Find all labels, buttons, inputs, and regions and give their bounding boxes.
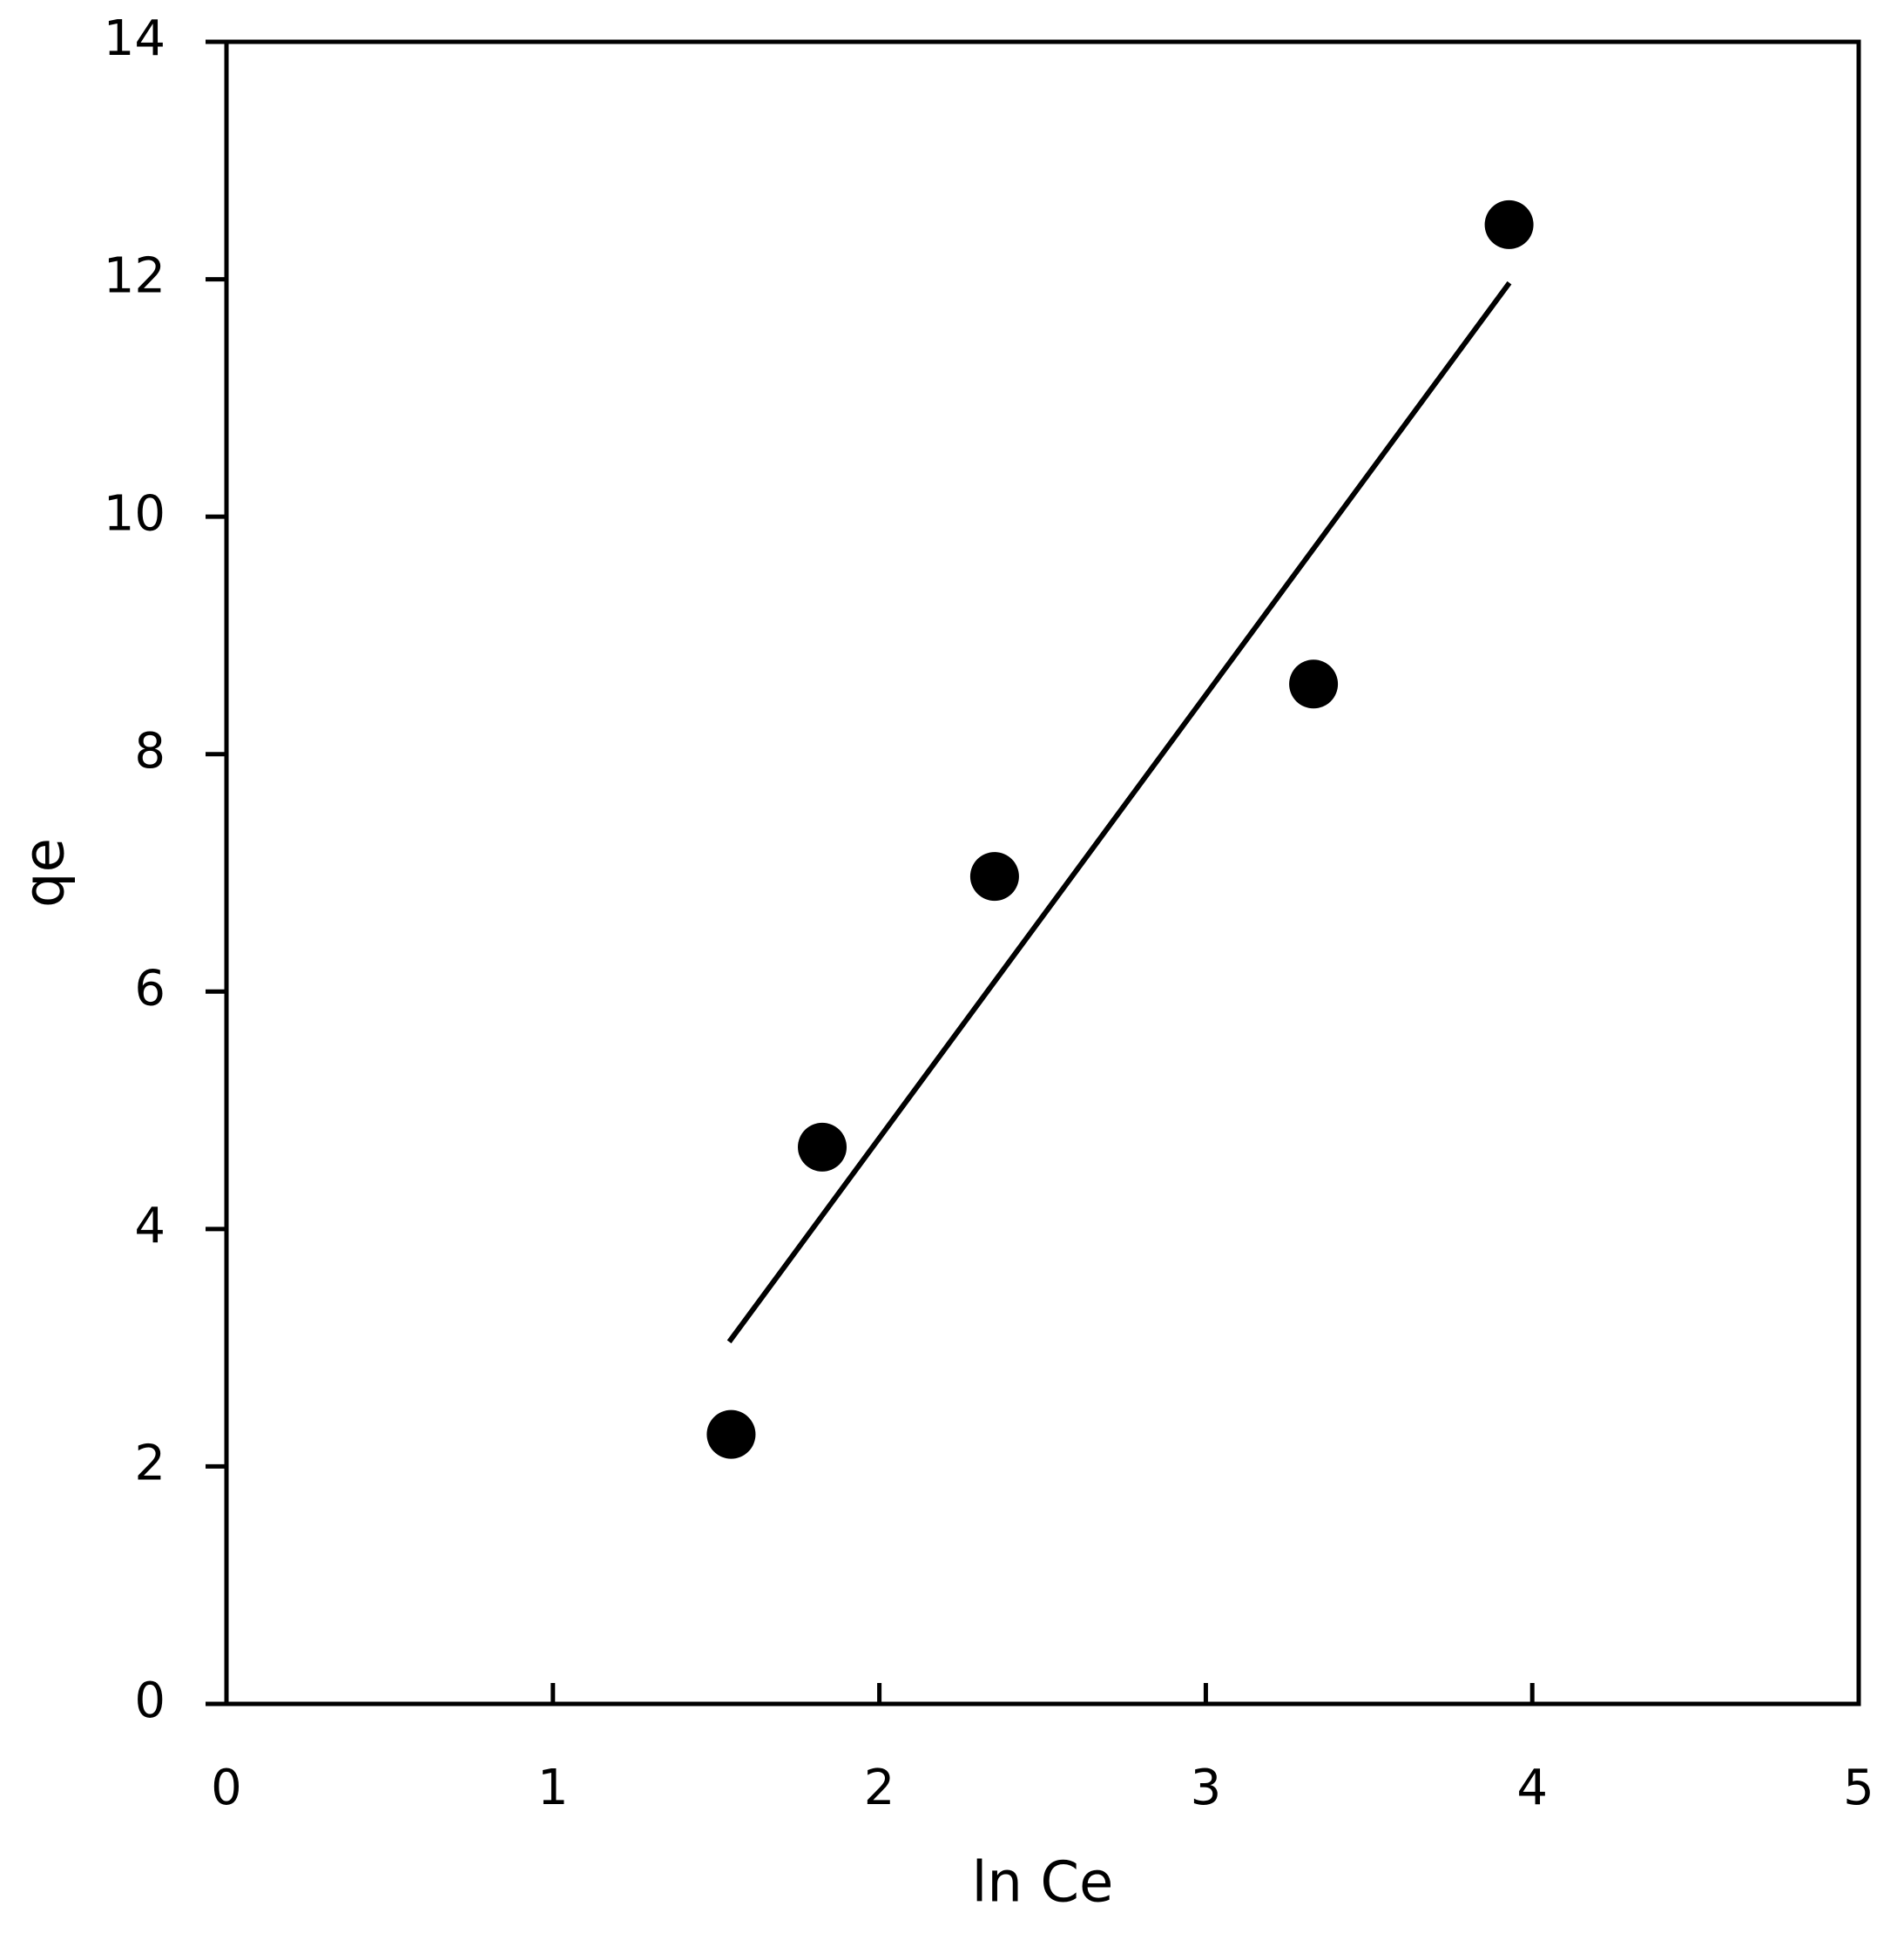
- y-tick-label: 6: [134, 960, 165, 1017]
- x-tick-label: 5: [1843, 1760, 1874, 1816]
- plot-frame: [224, 39, 1861, 1707]
- y-axis-label: qe: [13, 838, 78, 908]
- y-tick-label: 10: [104, 485, 165, 542]
- trend-line: [726, 280, 1512, 1344]
- y-tick-label: 14: [104, 10, 165, 67]
- data-point: [1484, 199, 1534, 249]
- x-tick-label: 0: [211, 1760, 242, 1816]
- x-tick-label: 2: [864, 1760, 895, 1816]
- data-point: [706, 1409, 756, 1459]
- y-tick-label: 4: [134, 1198, 165, 1254]
- data-point: [1289, 659, 1339, 709]
- y-tick-label: 0: [134, 1673, 165, 1729]
- x-tick-label: 4: [1516, 1760, 1548, 1816]
- x-axis-label: ln Ce: [972, 1851, 1114, 1916]
- y-tick-label: 8: [134, 723, 165, 780]
- x-tick-label: 3: [1191, 1760, 1222, 1816]
- y-tick-label: 12: [104, 248, 165, 305]
- data-point: [798, 1122, 847, 1172]
- y-tick-label: 2: [134, 1436, 165, 1492]
- x-tick-label: 1: [537, 1760, 569, 1816]
- data-point: [969, 852, 1019, 902]
